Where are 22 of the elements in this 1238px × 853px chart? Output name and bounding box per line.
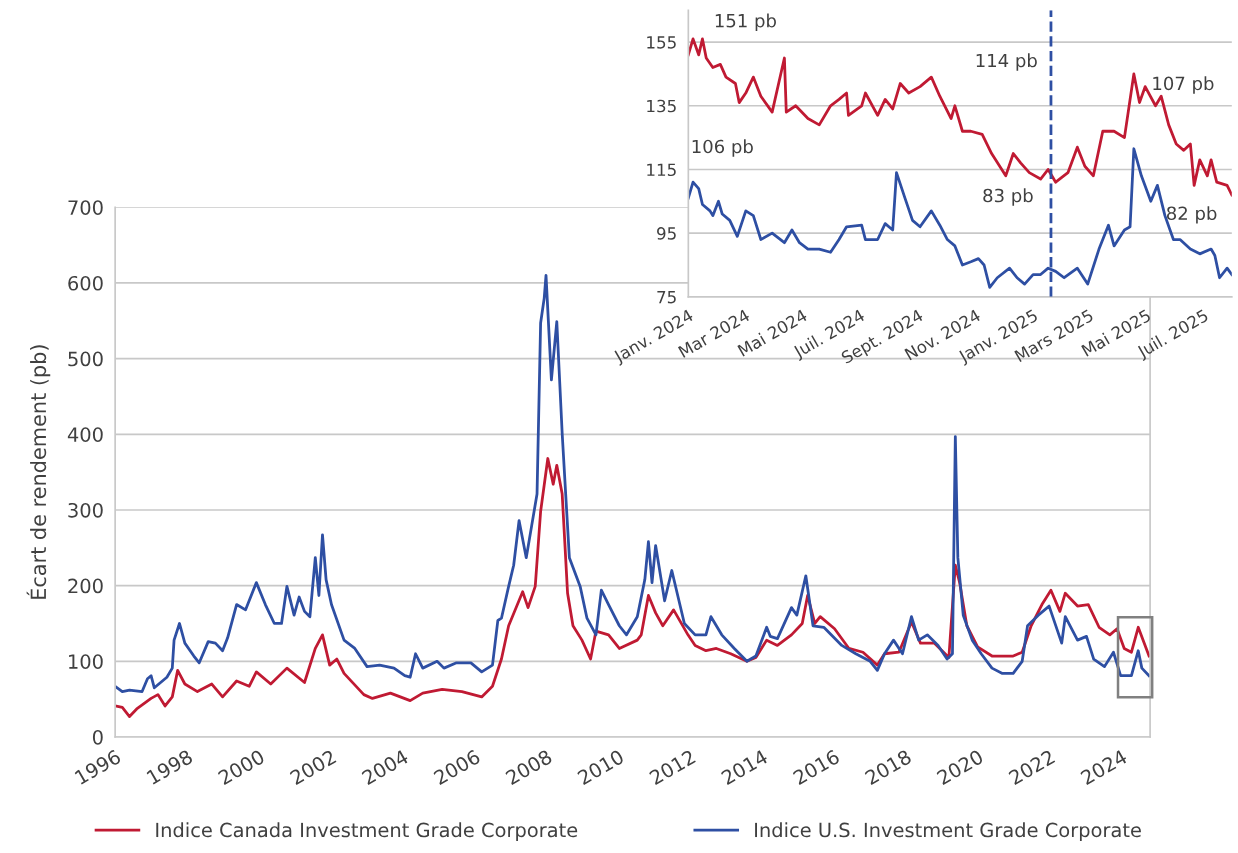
legend-label: Indice U.S. Investment Grade Corporate xyxy=(755,822,1141,842)
annotation: 107 pb xyxy=(1153,76,1214,94)
y-tick-label: 115 xyxy=(647,163,676,177)
y-tick-label: 0 xyxy=(92,729,103,745)
y-tick-label: 75 xyxy=(657,291,676,304)
y-tick-label: 200 xyxy=(68,578,103,594)
y-tick-label: 155 xyxy=(647,36,676,49)
y-tick-label: 95 xyxy=(657,227,676,240)
y-tick-label: 500 xyxy=(68,351,103,367)
annotation: 82 pb xyxy=(1167,206,1217,224)
y-tick-label: 135 xyxy=(647,99,676,113)
annotation: 106 pb xyxy=(692,139,753,157)
annotation: 114 pb xyxy=(976,53,1037,71)
y-tick-label: 400 xyxy=(67,427,103,442)
y-tick-label: 100 xyxy=(69,654,103,669)
y-tick-label: 300 xyxy=(68,502,103,518)
legend-label: Indice Canada Investment Grade Corporate xyxy=(156,822,578,842)
annotation: 83 pb xyxy=(983,188,1033,206)
y-tick-label: 600 xyxy=(68,275,103,291)
annotation: 151 pb xyxy=(715,13,776,32)
y-axis-title: Écart de rendement (pb) xyxy=(26,345,51,599)
y-tick-label: 700 xyxy=(68,200,103,215)
